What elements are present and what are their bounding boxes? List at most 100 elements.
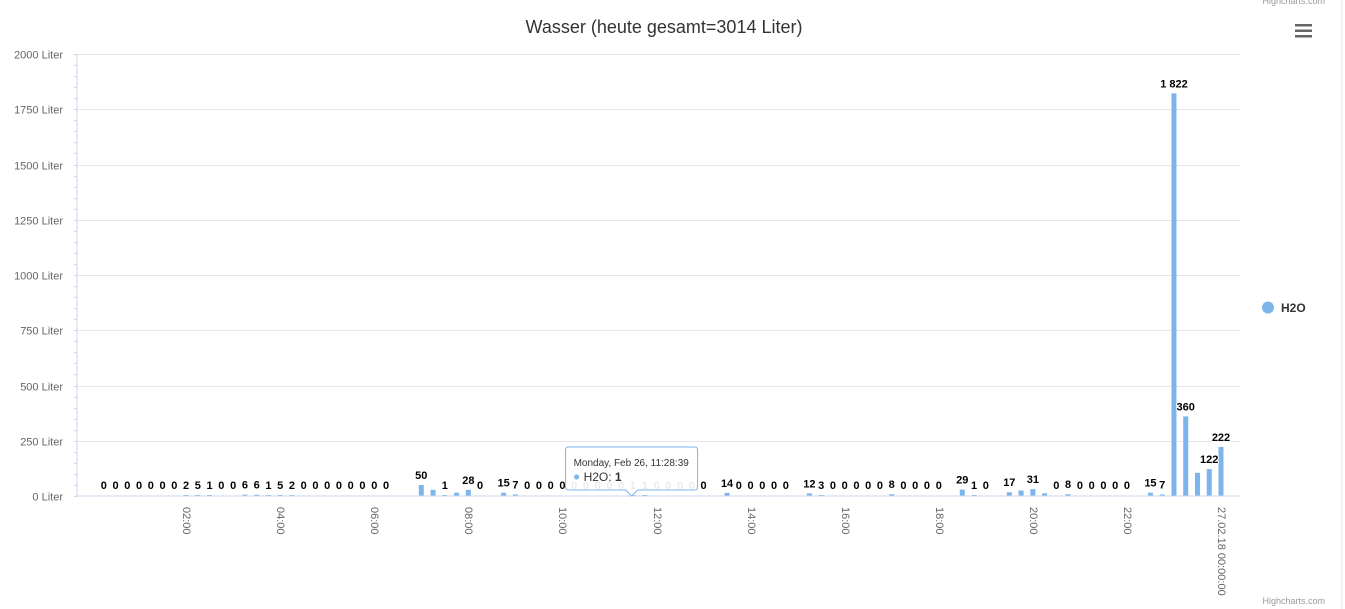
x-tick-label: 18:00 [933, 507, 945, 535]
data-label: 0 [830, 480, 836, 492]
data-label: 0 [148, 480, 154, 492]
data-label: 0 [936, 480, 942, 492]
legend-symbol[interactable] [1262, 301, 1274, 314]
bar[interactable] [1159, 494, 1165, 496]
bar[interactable] [806, 493, 812, 496]
bar[interactable] [1206, 469, 1212, 496]
data-label: 222 [1212, 432, 1230, 444]
bar[interactable] [430, 489, 436, 496]
data-label: 0 [983, 480, 989, 492]
bar[interactable] [1147, 492, 1153, 496]
y-tick-label: 1750 Liter [14, 105, 63, 117]
data-label: 5 [195, 480, 201, 492]
data-label: 8 [1065, 479, 1071, 491]
data-label: 50 [415, 470, 427, 482]
tooltip-box [565, 446, 699, 497]
bar[interactable] [1065, 494, 1071, 496]
data-label: 0 [371, 480, 377, 492]
data-label: 0 [312, 480, 318, 492]
y-tick-label: 1500 Liter [14, 161, 63, 173]
bar[interactable] [1218, 446, 1224, 496]
data-label: 1 [442, 480, 448, 492]
data-label: 6 [242, 480, 248, 492]
bar[interactable] [724, 492, 730, 496]
data-label: 0 [877, 480, 883, 492]
y-axis-minor-ticks [74, 54, 77, 497]
bar[interactable] [195, 494, 201, 496]
bar[interactable] [1042, 493, 1048, 496]
bar[interactable] [1006, 492, 1012, 496]
bar[interactable] [889, 494, 895, 496]
bar[interactable] [512, 494, 518, 496]
bar[interactable] [465, 489, 471, 496]
legend-item-h2o[interactable]: H2O [1281, 301, 1306, 315]
bar[interactable] [242, 494, 248, 496]
data-label: 0 [218, 480, 224, 492]
data-label: 7 [1159, 479, 1165, 491]
x-tick-label: 12:00 [651, 507, 663, 535]
bar[interactable] [1194, 472, 1200, 496]
data-label: 0 [124, 480, 130, 492]
x-tick-label: 10:00 [556, 507, 568, 535]
menu-bar-middle [1295, 29, 1312, 32]
x-tick-label: 16:00 [839, 507, 851, 535]
data-label: 0 [1077, 480, 1083, 492]
data-label: 0 [900, 480, 906, 492]
data-label: 0 [301, 480, 307, 492]
bar[interactable] [501, 492, 507, 496]
data-label: 0 [912, 480, 918, 492]
data-label: 15 [497, 478, 509, 490]
bar[interactable] [277, 494, 283, 496]
bar[interactable] [454, 492, 460, 496]
y-tick-label: 750 Liter [20, 326, 63, 338]
y-tick-label: 250 Liter [20, 437, 63, 449]
y-tick-label: 2000 Liter [14, 50, 63, 62]
bar[interactable] [418, 484, 424, 496]
chart-title: Wasser (heute gesamt=3014 Liter) [526, 17, 803, 37]
credits-bottom[interactable]: Highcharts.com [1262, 596, 1325, 606]
bar[interactable] [1018, 490, 1024, 496]
x-tick-label: 20:00 [1027, 507, 1039, 535]
bar-series-h2o[interactable] [183, 93, 1224, 496]
x-tick-label: 06:00 [368, 507, 380, 535]
hamburger-menu-icon[interactable] [1290, 18, 1318, 44]
tooltip-header: Monday, Feb 26, 11:28:39 [574, 458, 690, 469]
data-label: 3 [818, 480, 824, 492]
data-label: 0 [348, 480, 354, 492]
y-tick-label: 500 Liter [20, 382, 63, 394]
bar[interactable] [1171, 93, 1177, 496]
menu-bar-bottom [1295, 35, 1312, 38]
data-label: 1 [971, 480, 977, 492]
data-label: 0 [1100, 480, 1106, 492]
data-label: 7 [512, 479, 518, 491]
x-axis-labels: 02:00 04:00 06:00 08:00 10:00 12:00 14:00 16:00… [180, 507, 1227, 596]
y-tick-label: 1250 Liter [14, 216, 63, 228]
data-label: 0 [477, 480, 483, 492]
bar[interactable] [254, 494, 260, 496]
data-label: 17 [1003, 477, 1015, 489]
bar[interactable] [1183, 416, 1189, 496]
legend[interactable]: H2O [1262, 301, 1306, 315]
tooltip-value: 1 [615, 470, 622, 484]
bar[interactable] [1030, 489, 1036, 496]
data-label: 5 [277, 480, 283, 492]
data-label: 31 [1027, 474, 1039, 486]
data-label: 0 [324, 480, 330, 492]
data-label: 360 [1177, 401, 1195, 413]
data-label: 0 [171, 480, 177, 492]
data-label: 0 [700, 480, 706, 492]
data-label: 0 [853, 480, 859, 492]
data-label: 0 [771, 480, 777, 492]
data-label: 28 [462, 475, 474, 487]
tooltip-series-dot [574, 474, 580, 480]
data-label: 0 [136, 480, 142, 492]
bar[interactable] [959, 489, 965, 496]
tooltip: Monday, Feb 26, 11:28:39 H2O: 1 [565, 446, 699, 497]
data-label: 12 [803, 478, 815, 490]
credits-top[interactable]: Highcharts.com [1262, 0, 1325, 6]
x-tick-label: 02:00 [180, 507, 192, 535]
data-label: 0 [1112, 480, 1118, 492]
data-label: 0 [112, 480, 118, 492]
